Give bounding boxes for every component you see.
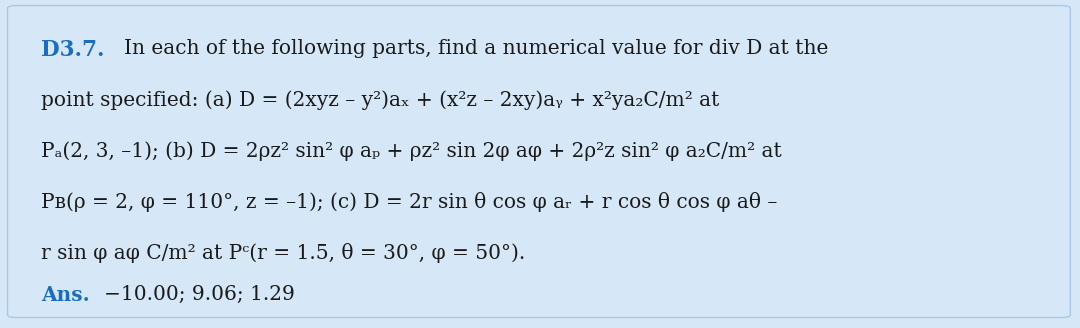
Text: In each of the following parts, find a numerical value for div D at the: In each of the following parts, find a n… (124, 39, 828, 58)
Text: Ans.: Ans. (41, 285, 90, 305)
Text: −10.00; 9.06; 1.29: −10.00; 9.06; 1.29 (104, 285, 295, 304)
Text: Pв(ρ = 2, φ = 110°, z = –1); (c) D = 2r sin θ cos φ aᵣ + r cos θ cos φ aθ –: Pв(ρ = 2, φ = 110°, z = –1); (c) D = 2r … (41, 192, 778, 212)
Text: D3.7.: D3.7. (41, 39, 105, 61)
Text: r sin φ aφ C/m² at Pᶜ(r = 1.5, θ = 30°, φ = 50°).: r sin φ aφ C/m² at Pᶜ(r = 1.5, θ = 30°, … (41, 243, 525, 263)
Text: point specified: (a) D = (2xyz – y²)aₓ + (x²z – 2xy)aᵧ + x²ya₂C/m² at: point specified: (a) D = (2xyz – y²)aₓ +… (41, 90, 719, 110)
FancyBboxPatch shape (8, 6, 1070, 318)
Text: Pₐ(2, 3, –1); (b) D = 2ρz² sin² φ aₚ + ρz² sin 2φ aφ + 2ρ²z sin² φ a₂C/m² at: Pₐ(2, 3, –1); (b) D = 2ρz² sin² φ aₚ + ρ… (41, 141, 782, 161)
